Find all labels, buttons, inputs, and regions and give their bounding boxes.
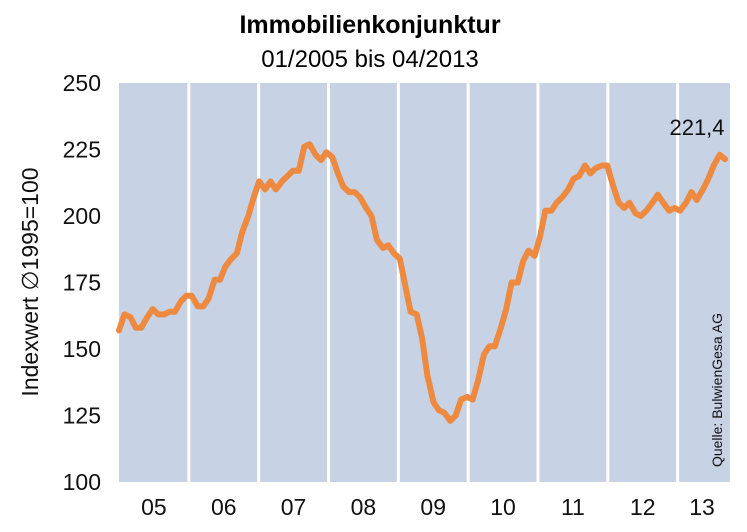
y-axis-ticks: 100 125 150 175 200 225 250 xyxy=(63,70,101,495)
y-tick-label: 100 xyxy=(63,469,101,495)
last-value-label: 221,4 xyxy=(669,115,724,140)
x-tick-label: 13 xyxy=(689,494,715,520)
y-tick-label: 175 xyxy=(63,270,101,296)
y-tick-label: 125 xyxy=(63,403,101,429)
x-tick-label: 05 xyxy=(141,494,167,520)
x-tick-label: 08 xyxy=(351,494,377,520)
y-tick-label: 200 xyxy=(63,203,101,229)
x-tick-label: 10 xyxy=(490,494,516,520)
y-tick-label: 150 xyxy=(63,336,101,362)
series-line xyxy=(116,141,729,424)
x-tick-label: 09 xyxy=(420,494,446,520)
x-tick-label: 06 xyxy=(211,494,237,520)
y-tick-label: 225 xyxy=(63,137,101,163)
x-tick-label: 12 xyxy=(630,494,656,520)
chart-title: Immobilienkonjunktur xyxy=(239,11,500,39)
grid-lines xyxy=(187,83,680,482)
y-tick-label: 250 xyxy=(63,70,101,96)
chart-subtitle: 01/2005 bis 04/2013 xyxy=(261,46,479,73)
source-note: Quelle: BulwienGesa AG xyxy=(709,313,725,467)
y-axis-label: Indexwert ∅1995=100 xyxy=(17,167,43,396)
x-tick-label: 11 xyxy=(561,494,585,520)
x-tick-label: 07 xyxy=(281,494,307,520)
x-axis-ticks: 05 06 07 08 09 10 11 12 13 xyxy=(141,494,715,520)
